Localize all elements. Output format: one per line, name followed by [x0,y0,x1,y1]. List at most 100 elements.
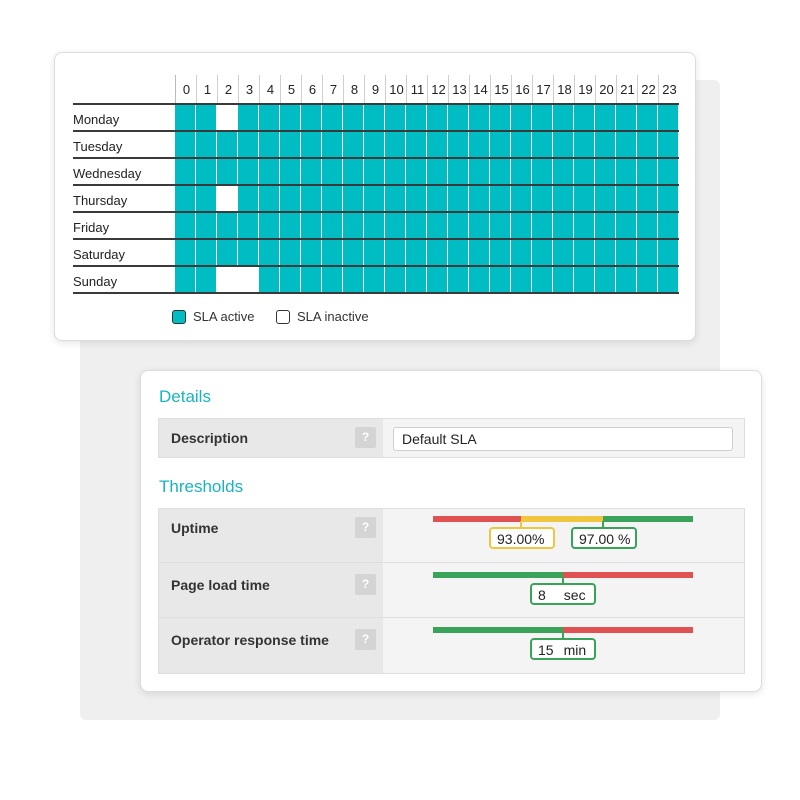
schedule-cell[interactable] [259,240,279,265]
schedule-cell[interactable] [511,186,531,211]
schedule-cell[interactable] [217,132,237,157]
schedule-cell[interactable] [616,213,636,238]
schedule-cell[interactable] [322,186,342,211]
schedule-cell[interactable] [448,105,468,130]
schedule-cell[interactable] [217,213,237,238]
schedule-cell[interactable] [343,267,363,292]
schedule-cell[interactable] [658,132,678,157]
schedule-cell[interactable] [301,186,321,211]
schedule-cell[interactable] [280,132,300,157]
schedule-cell[interactable] [595,105,615,130]
schedule-cell[interactable] [280,213,300,238]
schedule-cell[interactable] [658,186,678,211]
schedule-cell[interactable] [238,240,258,265]
schedule-cell[interactable] [364,159,384,184]
schedule-cell[interactable] [532,267,552,292]
description-help-icon[interactable]: ? [355,427,376,448]
schedule-cell[interactable] [511,213,531,238]
schedule-cell[interactable] [469,159,489,184]
schedule-cell[interactable] [574,213,594,238]
schedule-cell[interactable] [175,267,195,292]
schedule-cell[interactable] [553,159,573,184]
operator-response-help-icon[interactable]: ? [355,629,376,650]
schedule-cell[interactable] [448,159,468,184]
schedule-cell[interactable] [511,267,531,292]
schedule-cell[interactable] [574,105,594,130]
schedule-cell[interactable] [616,159,636,184]
schedule-cell[interactable] [427,105,447,130]
schedule-cell[interactable] [301,267,321,292]
schedule-cell[interactable] [448,186,468,211]
schedule-cell[interactable] [469,186,489,211]
schedule-cell[interactable] [511,132,531,157]
schedule-cell[interactable] [574,186,594,211]
schedule-cell[interactable] [259,267,279,292]
operator-response-threshold-input[interactable]: 15 min [530,638,596,660]
description-input[interactable] [393,427,733,451]
uptime-low-threshold-input[interactable]: 93.00% [489,527,555,549]
schedule-cell[interactable] [469,240,489,265]
schedule-cell[interactable] [406,186,426,211]
schedule-cell[interactable] [196,186,216,211]
schedule-cell[interactable] [259,213,279,238]
schedule-cell[interactable] [175,132,195,157]
schedule-cell[interactable] [574,159,594,184]
schedule-cell[interactable] [406,132,426,157]
schedule-cell[interactable] [385,267,405,292]
schedule-cell[interactable] [364,105,384,130]
schedule-cell[interactable] [217,186,237,211]
schedule-cell[interactable] [574,267,594,292]
schedule-cell[interactable] [490,213,510,238]
schedule-cell[interactable] [616,240,636,265]
schedule-cell[interactable] [448,132,468,157]
schedule-cell[interactable] [574,132,594,157]
schedule-cell[interactable] [427,267,447,292]
schedule-cell[interactable] [175,186,195,211]
schedule-cell[interactable] [532,213,552,238]
schedule-cell[interactable] [406,267,426,292]
schedule-cell[interactable] [427,132,447,157]
schedule-cell[interactable] [658,240,678,265]
schedule-cell[interactable] [196,240,216,265]
schedule-cell[interactable] [175,159,195,184]
schedule-cell[interactable] [406,105,426,130]
schedule-cell[interactable] [427,240,447,265]
schedule-cell[interactable] [322,132,342,157]
schedule-cell[interactable] [490,105,510,130]
schedule-cell[interactable] [301,132,321,157]
schedule-cell[interactable] [238,267,258,292]
schedule-cell[interactable] [343,105,363,130]
schedule-cell[interactable] [553,213,573,238]
schedule-cell[interactable] [553,132,573,157]
schedule-cell[interactable] [175,213,195,238]
schedule-cell[interactable] [322,159,342,184]
schedule-cell[interactable] [217,105,237,130]
schedule-cell[interactable] [427,186,447,211]
schedule-cell[interactable] [406,213,426,238]
uptime-help-icon[interactable]: ? [355,517,376,538]
schedule-cell[interactable] [385,132,405,157]
schedule-cell[interactable] [427,159,447,184]
schedule-cell[interactable] [595,186,615,211]
schedule-cell[interactable] [637,213,657,238]
schedule-cell[interactable] [217,240,237,265]
schedule-cell[interactable] [259,132,279,157]
schedule-cell[interactable] [238,105,258,130]
schedule-cell[interactable] [343,213,363,238]
schedule-cell[interactable] [532,186,552,211]
schedule-cell[interactable] [196,267,216,292]
schedule-cell[interactable] [259,105,279,130]
schedule-cell[interactable] [280,240,300,265]
schedule-cell[interactable] [637,186,657,211]
schedule-cell[interactable] [343,132,363,157]
schedule-cell[interactable] [238,213,258,238]
schedule-cell[interactable] [511,240,531,265]
schedule-cell[interactable] [637,267,657,292]
schedule-cell[interactable] [196,105,216,130]
schedule-cell[interactable] [301,105,321,130]
schedule-cell[interactable] [343,159,363,184]
schedule-cell[interactable] [238,159,258,184]
schedule-cell[interactable] [280,267,300,292]
schedule-cell[interactable] [553,267,573,292]
schedule-cell[interactable] [595,213,615,238]
